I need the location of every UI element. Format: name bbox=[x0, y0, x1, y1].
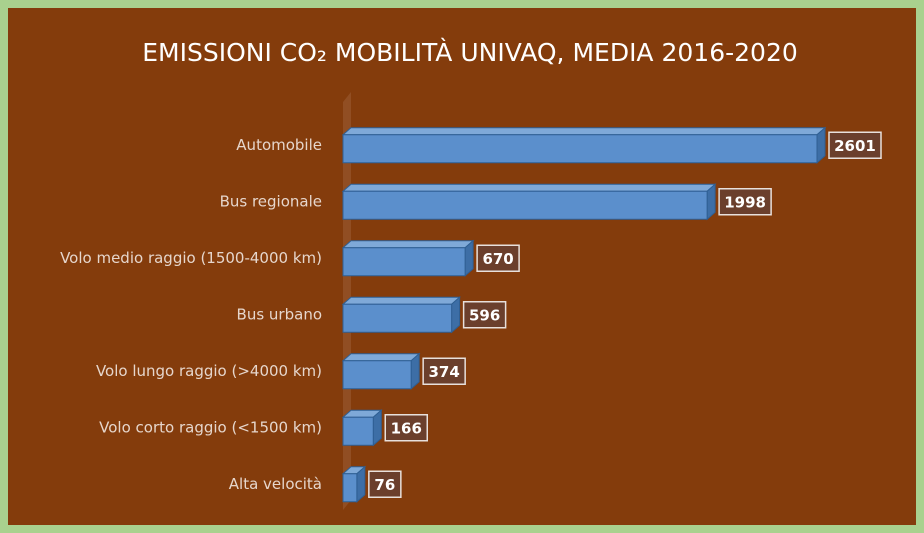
value-label-box bbox=[476, 244, 520, 272]
value-label: 166 bbox=[391, 419, 422, 437]
category-label: Volo medio raggio (1500-4000 km) bbox=[60, 249, 322, 267]
value-label-box bbox=[718, 188, 772, 216]
bar bbox=[342, 247, 466, 277]
bar-top bbox=[341, 240, 475, 249]
bar-top bbox=[341, 353, 421, 362]
value-label: 374 bbox=[429, 363, 460, 381]
value-label-box bbox=[828, 131, 882, 159]
value-label-box bbox=[422, 357, 466, 385]
value-label-box bbox=[462, 301, 507, 329]
value-label: 2601 bbox=[834, 137, 876, 155]
bar-top bbox=[341, 183, 717, 192]
category-label: Bus urbano bbox=[237, 305, 322, 323]
bar bbox=[342, 360, 412, 390]
bar-top bbox=[341, 127, 827, 136]
category-label: Volo corto raggio (<1500 km) bbox=[99, 418, 322, 436]
category-label: Automobile bbox=[236, 136, 322, 154]
value-label-box bbox=[384, 414, 429, 442]
bar bbox=[342, 303, 453, 333]
value-label: 76 bbox=[374, 476, 395, 494]
category-label: Bus regionale bbox=[220, 192, 322, 210]
bar bbox=[342, 416, 374, 446]
category-label: Alta velocità bbox=[229, 475, 322, 493]
bar bbox=[342, 134, 818, 164]
bar bbox=[342, 190, 708, 220]
value-label: 670 bbox=[482, 250, 513, 268]
value-label: 596 bbox=[469, 306, 500, 324]
bar bbox=[342, 473, 358, 503]
bar-top bbox=[341, 296, 461, 305]
value-label-box bbox=[368, 470, 402, 498]
chart-title: EMISSIONI CO₂ MOBILITÀ UNIVAQ, MEDIA 201… bbox=[142, 38, 798, 67]
value-label: 1998 bbox=[724, 193, 766, 211]
category-label: Volo lungo raggio (>4000 km) bbox=[96, 362, 322, 380]
